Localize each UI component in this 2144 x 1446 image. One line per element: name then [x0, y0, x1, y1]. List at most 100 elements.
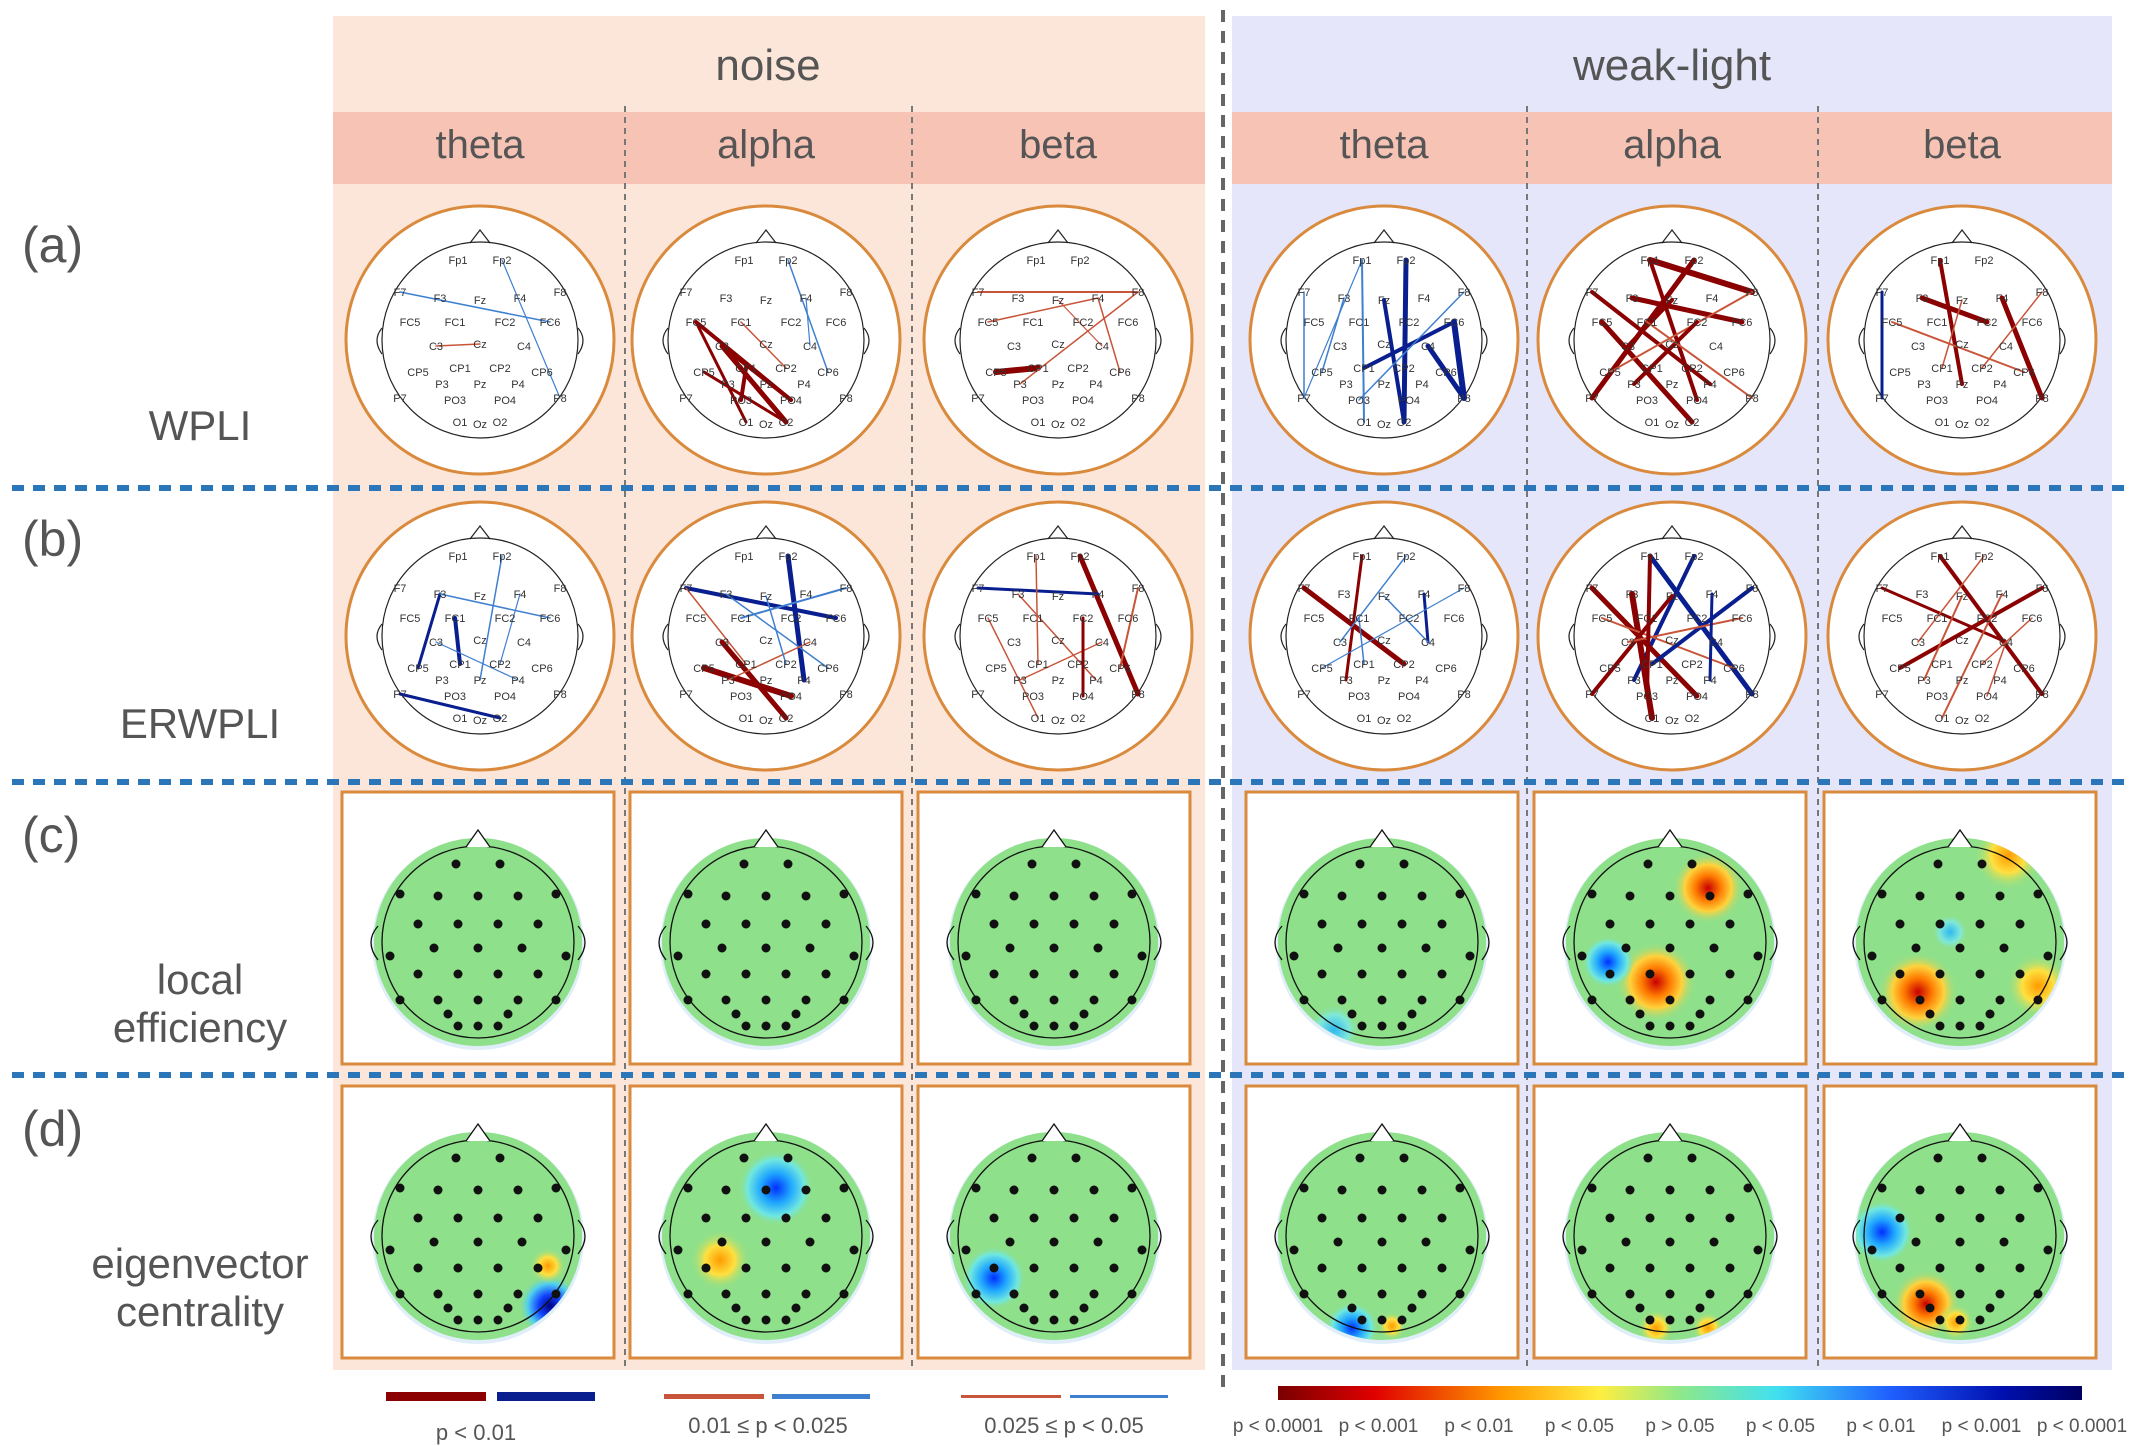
electrode-label: C4 [1421, 341, 1435, 353]
colorbar-tick-label: p < 0.05 [1746, 1416, 1815, 1437]
electrode-dot [2043, 951, 2053, 961]
nose-shape [1661, 525, 1683, 540]
electrode-dot [1109, 969, 1119, 979]
electrode-label: Fp2 [1685, 551, 1704, 563]
topomap-c-5 [1532, 790, 1808, 1066]
electrode-label: F4 [1092, 589, 1105, 601]
electrode-label: FC1 [1023, 317, 1044, 329]
connection-edge [740, 321, 787, 369]
electrode-dot [1399, 1153, 1409, 1163]
electrode-dot [1071, 859, 1081, 869]
electrode-label: P3 [721, 675, 734, 687]
left-ear-shape [658, 925, 667, 961]
head-outline [667, 241, 865, 439]
connectivity-panel-a-5: Fp1 Fp2 F7 F3 Fz F4 F8 FC5 FC1 FC2 FC6 C3 Cz C4 CP5 CP1… [1536, 204, 1808, 476]
electrode-dot [433, 891, 443, 901]
electrode-label: P3 [435, 379, 448, 391]
connection-edge [1880, 586, 2008, 644]
electrode-dot [839, 1183, 849, 1193]
electrode-dot [1357, 969, 1367, 979]
connection-edge [1981, 291, 2043, 369]
connectivity-circles: Fp1 Fp2 F7 F3 Fz F4 F8 FC5 FC1 FC2 FC6 C3 Cz C4 CP5 CP1… [344, 204, 2098, 772]
noise-title: noise [715, 41, 820, 90]
left-ear-shape [376, 327, 383, 355]
right-ear-shape [865, 1219, 874, 1255]
electrode-label: FC6 [540, 613, 561, 625]
electrode-dot [1995, 891, 2005, 901]
electrode-label: CP2 [1681, 363, 1702, 375]
electrode-label: Cz [1377, 339, 1390, 351]
connection-edge [684, 586, 838, 620]
electrode-dot [741, 1263, 751, 1273]
electrode-label: F8 [840, 583, 853, 595]
electrode-dot [761, 1315, 771, 1325]
electrode-dot [1127, 1289, 1137, 1299]
electrode-label: Fp2 [1397, 551, 1416, 563]
electrode-label: CP2 [775, 363, 796, 375]
electrode-dot [781, 919, 791, 929]
electrode-label: O2 [1071, 417, 1086, 429]
left-ear-shape [1280, 327, 1287, 355]
electrode-label: P4 [1703, 675, 1716, 687]
connection-edge [1938, 258, 1964, 386]
electrode-dot [961, 1245, 971, 1255]
electrode-dot [1915, 891, 1925, 901]
left-ear-shape [1858, 327, 1865, 355]
electrode-label: O1 [1031, 417, 1046, 429]
electrode-label: FC5 [1592, 317, 1613, 329]
nose-shape [1657, 1122, 1683, 1142]
electrode-label: CP6 [1435, 367, 1456, 379]
electrode-dot [493, 1263, 503, 1273]
row-a-label: (a) [22, 217, 83, 273]
electrode-dot [429, 1237, 439, 1247]
panel-frame-circle [1826, 500, 2098, 772]
electrode-label: Fp2 [493, 551, 512, 563]
electrode-dot [1377, 943, 1387, 953]
electrode-dot [1867, 951, 1877, 961]
connection-edge [1999, 295, 2045, 401]
electrode-label: FC6 [1444, 317, 1465, 329]
row-separators [12, 485, 2128, 1078]
electrode-dot [1455, 1289, 1465, 1299]
electrode-dot [1009, 995, 1019, 1005]
electrode-label: F8 [2036, 287, 2049, 299]
electrode-label: Fz [760, 295, 772, 307]
electrode-label: P4 [1993, 379, 2006, 391]
electrode-label: P7 [679, 689, 692, 701]
electrode-dot [503, 1009, 513, 1019]
connection-edge [1321, 587, 1465, 669]
noise-band-beta: beta [1019, 123, 1098, 167]
electrode-label: Pz [474, 379, 487, 391]
electrode-label: FC1 [445, 317, 466, 329]
nose-shape [1947, 1122, 1973, 1142]
electrode-dot [1079, 1009, 1089, 1019]
electrode-dot [1877, 995, 1887, 1005]
electrode-dot [1089, 1289, 1099, 1299]
electrode-label: F7 [680, 287, 693, 299]
electrode-label: O1 [1031, 713, 1046, 725]
connection-edge [719, 639, 789, 721]
connection-edge [1941, 299, 1963, 369]
connection-edge [1938, 554, 2044, 696]
electrode-label: Cz [1955, 635, 1968, 647]
row-d-title-2: centrality [116, 1288, 284, 1335]
electrode-dot [451, 1153, 461, 1163]
row-c-title-1: local [157, 956, 243, 1003]
electrode-dot [683, 995, 693, 1005]
electrode-dot [741, 1021, 751, 1031]
electrode-dot [1317, 1263, 1327, 1273]
electrode-label: CP2 [489, 659, 510, 671]
electrode-dot [1705, 891, 1715, 901]
electrode-label: C4 [1095, 341, 1109, 353]
electrode-label: Fz [1378, 591, 1390, 603]
electrode-dot [1089, 1185, 1099, 1195]
electrode-label: FC5 [1592, 613, 1613, 625]
electrode-dot [1725, 969, 1735, 979]
electrode-label: Fp1 [1027, 255, 1046, 267]
connection-edge [694, 320, 748, 424]
electrode-label: Fz [760, 591, 772, 603]
electrode-label: F7 [1298, 287, 1311, 299]
electrode-label: C3 [1333, 341, 1347, 353]
electrode-label: FC5 [400, 317, 421, 329]
